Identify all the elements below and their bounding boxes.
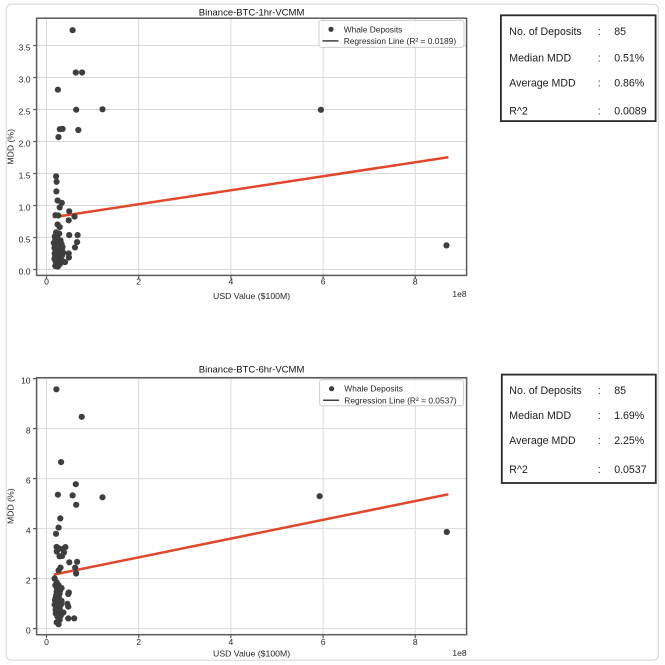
svg-text::: : bbox=[598, 77, 601, 89]
svg-text:Whale Deposits: Whale Deposits bbox=[344, 384, 403, 394]
svg-text:1.69%: 1.69% bbox=[614, 410, 645, 422]
svg-text:6: 6 bbox=[321, 637, 326, 647]
svg-text:USD Value ($100M): USD Value ($100M) bbox=[213, 291, 290, 301]
svg-text:2: 2 bbox=[26, 575, 31, 585]
svg-text:1e8: 1e8 bbox=[452, 648, 466, 658]
svg-text::: : bbox=[598, 52, 601, 64]
svg-text:No. of Deposits: No. of Deposits bbox=[509, 385, 581, 397]
svg-text::: : bbox=[598, 26, 601, 38]
svg-text:Regression Line (R² = 0.0189): Regression Line (R² = 0.0189) bbox=[344, 36, 457, 46]
svg-text:4: 4 bbox=[229, 637, 234, 647]
svg-text:8: 8 bbox=[26, 425, 31, 435]
svg-text:Median MDD: Median MDD bbox=[509, 52, 571, 64]
svg-text:Median MDD: Median MDD bbox=[509, 410, 571, 422]
svg-text:1.5: 1.5 bbox=[19, 170, 31, 180]
svg-text:MDD (%): MDD (%) bbox=[6, 129, 16, 165]
svg-text:MDD (%): MDD (%) bbox=[6, 488, 16, 524]
svg-text:2: 2 bbox=[136, 277, 141, 287]
svg-text:10: 10 bbox=[21, 375, 31, 385]
svg-text:USD Value ($100M): USD Value ($100M) bbox=[213, 649, 290, 659]
svg-text:6: 6 bbox=[321, 277, 326, 287]
svg-text:6: 6 bbox=[26, 475, 31, 485]
svg-text:Binance-BTC-1hr-VCMM: Binance-BTC-1hr-VCMM bbox=[199, 7, 305, 18]
svg-text:R^2: R^2 bbox=[509, 464, 528, 476]
svg-text:3.5: 3.5 bbox=[19, 42, 31, 52]
svg-text:0.51%: 0.51% bbox=[614, 52, 645, 64]
svg-text:0.5: 0.5 bbox=[19, 234, 31, 244]
svg-text:No. of Deposits: No. of Deposits bbox=[509, 26, 581, 38]
svg-text:2.5: 2.5 bbox=[19, 106, 31, 116]
svg-text:Regression Line (R² = 0.0537): Regression Line (R² = 0.0537) bbox=[344, 395, 457, 405]
svg-text:Binance-BTC-6hr-VCMM: Binance-BTC-6hr-VCMM bbox=[199, 365, 305, 376]
svg-text:4: 4 bbox=[26, 525, 31, 535]
svg-text:0.0: 0.0 bbox=[19, 266, 31, 276]
svg-text:1e8: 1e8 bbox=[452, 289, 466, 299]
svg-text:Whale Deposits: Whale Deposits bbox=[344, 24, 403, 34]
svg-text:8: 8 bbox=[413, 277, 418, 287]
svg-text:0: 0 bbox=[44, 277, 49, 287]
svg-text:85: 85 bbox=[614, 26, 626, 38]
svg-text:2.0: 2.0 bbox=[19, 138, 31, 148]
svg-text:0.86%: 0.86% bbox=[614, 77, 645, 89]
svg-text:0: 0 bbox=[26, 625, 31, 635]
svg-text:1.0: 1.0 bbox=[19, 202, 31, 212]
svg-text::: : bbox=[598, 435, 601, 447]
svg-text:R^2: R^2 bbox=[509, 106, 528, 118]
svg-text::: : bbox=[598, 385, 601, 397]
svg-text:2: 2 bbox=[136, 637, 141, 647]
svg-text:4: 4 bbox=[229, 277, 234, 287]
svg-text:Average MDD: Average MDD bbox=[509, 77, 576, 89]
svg-text:0: 0 bbox=[44, 637, 49, 647]
svg-text::: : bbox=[598, 410, 601, 422]
svg-text:0.0089: 0.0089 bbox=[614, 106, 647, 118]
svg-text:85: 85 bbox=[614, 385, 626, 397]
svg-text:8: 8 bbox=[413, 637, 418, 647]
svg-text:3.0: 3.0 bbox=[19, 74, 31, 84]
svg-text:0.0537: 0.0537 bbox=[614, 464, 647, 476]
svg-text:Average MDD: Average MDD bbox=[509, 435, 576, 447]
svg-text::: : bbox=[598, 464, 601, 476]
svg-text::: : bbox=[598, 106, 601, 118]
svg-text:2.25%: 2.25% bbox=[614, 435, 645, 447]
